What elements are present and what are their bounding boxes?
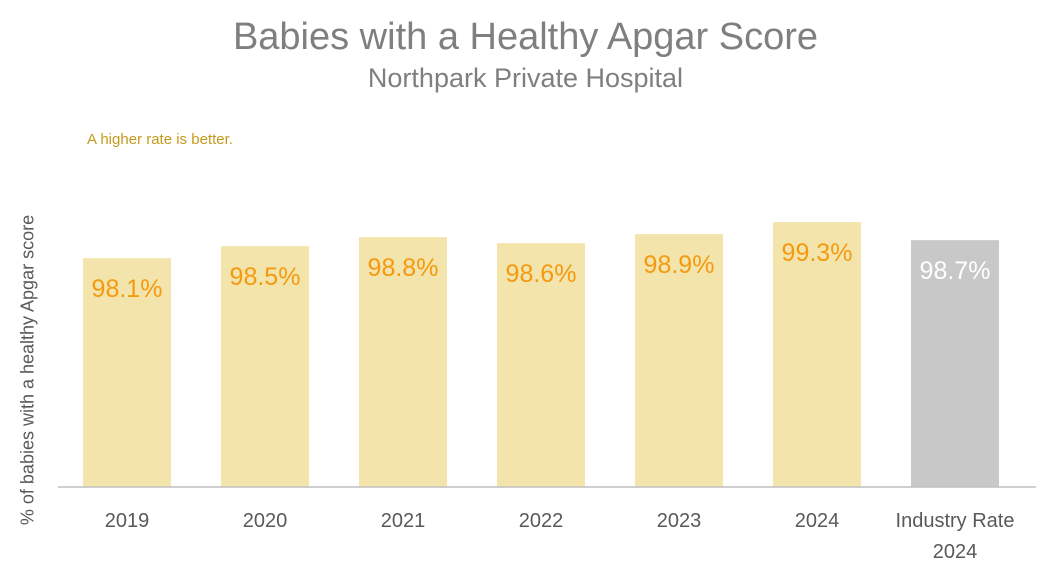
x-tick-label-2: 2020 — [243, 510, 288, 532]
bar-6 — [773, 222, 861, 488]
bar-3 — [359, 237, 447, 487]
bar-4 — [497, 243, 585, 487]
bar-1 — [83, 258, 171, 487]
bar-5 — [635, 234, 723, 487]
chart-title: Babies with a Healthy Apgar Score — [232, 16, 819, 58]
data-label-4: 98.6% — [506, 260, 577, 288]
data-label-2: 98.5% — [230, 263, 301, 291]
x-tick-label-6: 2024 — [795, 510, 840, 532]
data-label-6: 99.3% — [782, 239, 853, 267]
x-tick-label-1: 2019 — [105, 510, 150, 532]
data-label-1: 98.1% — [92, 275, 163, 303]
chart-subtitle: Northpark Private Hospital — [367, 63, 684, 93]
x-tick-label-5: 2023 — [657, 510, 702, 532]
data-label-3: 98.8% — [368, 254, 439, 282]
data-label-5: 98.9% — [644, 251, 715, 279]
data-label-7: 98.7% — [920, 257, 991, 285]
chart-annotation: A higher rate is better. — [87, 131, 233, 148]
bar-2 — [221, 246, 309, 487]
x-tick-label-7: Industry Rate 2024 — [896, 510, 1015, 563]
bar-7 — [911, 240, 999, 487]
x-tick-label-3: 2021 — [381, 510, 426, 532]
bars-group — [83, 222, 999, 488]
labels-group: 98.1% 2019 98.5% 2020 98.8% 2021 98.6% 2022 98.9… — [92, 239, 1015, 563]
x-tick-label-4: 2022 — [519, 510, 564, 532]
